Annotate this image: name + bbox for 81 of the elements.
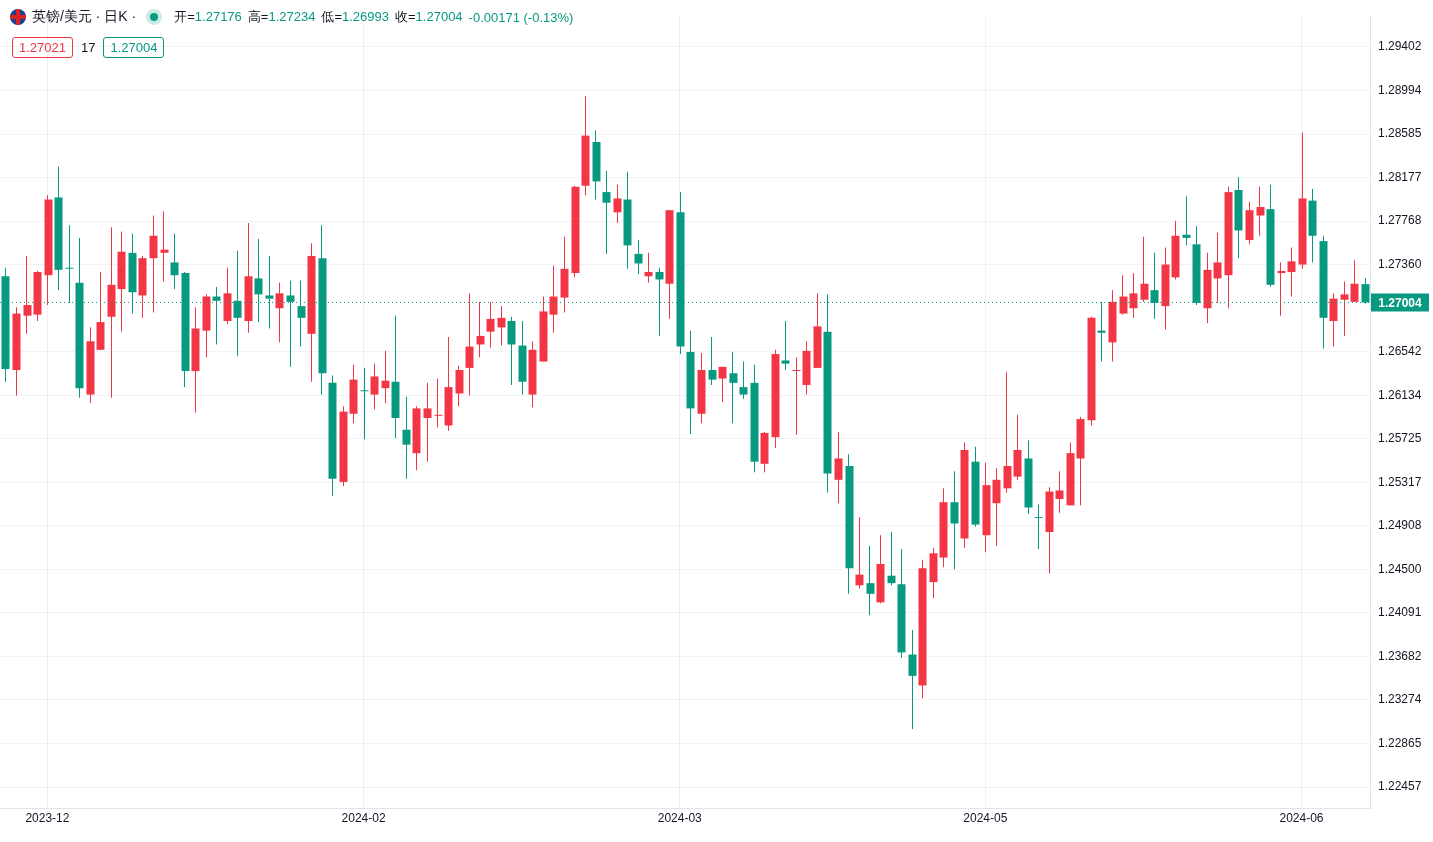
candlestick — [887, 531, 896, 586]
candlestick — [497, 305, 506, 347]
y-tick-label: 1.22865 — [1378, 735, 1422, 750]
y-tick-label: 1.26134 — [1378, 387, 1422, 402]
candlestick — [781, 320, 790, 371]
candlestick — [423, 382, 432, 463]
candlestick — [275, 282, 284, 343]
candlestick — [170, 233, 179, 290]
candlestick — [908, 629, 917, 730]
candlestick — [634, 239, 643, 275]
candlestick — [866, 545, 875, 616]
candlestick — [1129, 272, 1138, 319]
candlestick — [360, 367, 369, 440]
candlestick — [602, 170, 611, 255]
candlestick — [992, 467, 1001, 547]
candlestick — [855, 516, 864, 589]
candlestick — [1003, 371, 1012, 494]
candlestick — [149, 215, 158, 313]
y-tick-label: 1.22457 — [1378, 779, 1422, 794]
candlestick — [507, 316, 516, 386]
y-tick-label: 1.23274 — [1378, 692, 1422, 707]
candlestick — [1034, 503, 1043, 550]
candlestick — [1140, 236, 1149, 303]
y-tick-label: 1.28177 — [1378, 169, 1422, 184]
y-tick-label: 1.27768 — [1378, 213, 1422, 228]
candlestick — [1256, 186, 1265, 237]
annotation: 1.27021 — [12, 37, 73, 58]
candlestick — [1213, 232, 1222, 304]
candlestick — [1329, 292, 1338, 348]
candlestick — [834, 431, 843, 504]
x-tick-label: 2024-02 — [341, 810, 386, 825]
annotation: 低=1.26993 — [321, 9, 390, 24]
annotation: 开=1.27176 — [174, 9, 242, 24]
y-tick-label: 1.26542 — [1378, 344, 1422, 359]
candlestick — [476, 301, 485, 358]
candlestick — [549, 265, 558, 334]
y-tick-label: 1.25317 — [1378, 474, 1422, 489]
x-tick-label: 2023-12 — [25, 810, 70, 825]
y-tick-label: 1.24908 — [1378, 518, 1422, 533]
candlestick — [465, 292, 474, 397]
candlestick — [1055, 470, 1064, 514]
y-tick-label: 1.29402 — [1378, 39, 1422, 54]
candlestick — [370, 363, 379, 410]
y-tick-label: 1.28585 — [1378, 126, 1422, 141]
y-tick-label: 1.24091 — [1378, 605, 1422, 620]
annotation: 17 — [81, 40, 96, 55]
annotation: -0.00171 (-0.13%) — [468, 9, 574, 25]
candlestick — [718, 366, 727, 403]
candlestick — [1340, 281, 1349, 337]
candlestick — [23, 255, 32, 335]
annotation: 高=1.27234 — [247, 9, 316, 24]
candlestick — [1119, 274, 1128, 316]
candlestick — [950, 470, 959, 570]
candlestick — [1350, 259, 1359, 303]
y-tick-label: 1.27360 — [1378, 256, 1422, 271]
y-tick-label: 1.25725 — [1378, 431, 1422, 446]
candlestick — [486, 301, 495, 349]
annotation: 1.27004 — [103, 37, 165, 58]
candlestick — [1182, 195, 1191, 246]
candlestick — [434, 378, 443, 429]
x-tick-label: 2024-05 — [963, 810, 1008, 825]
candlestick — [729, 351, 738, 424]
y-tick-label: 1.24500 — [1378, 561, 1422, 576]
x-tick-label: 2024-03 — [657, 810, 703, 825]
candlestick — [1277, 261, 1286, 317]
candlestick — [1287, 247, 1296, 298]
candlestick — [708, 336, 717, 386]
candlestick — [455, 365, 464, 407]
candlestick — [381, 350, 390, 404]
y-tick-label: 1.23682 — [1378, 648, 1422, 663]
candlestick — [739, 361, 748, 400]
ref-line-label: 1.27004 — [1378, 295, 1423, 310]
annotation: 收=1.27004 — [395, 9, 463, 24]
candlestick — [613, 184, 622, 224]
chart-title: 英镑/美元 · 日K · — [32, 8, 137, 26]
candlestick — [402, 396, 411, 480]
candlestick — [792, 356, 801, 436]
candlestick — [644, 252, 653, 284]
y-tick-label: 1.28994 — [1378, 82, 1422, 97]
x-tick-label: 2024-06 — [1279, 810, 1324, 825]
candlestick — [160, 210, 169, 283]
